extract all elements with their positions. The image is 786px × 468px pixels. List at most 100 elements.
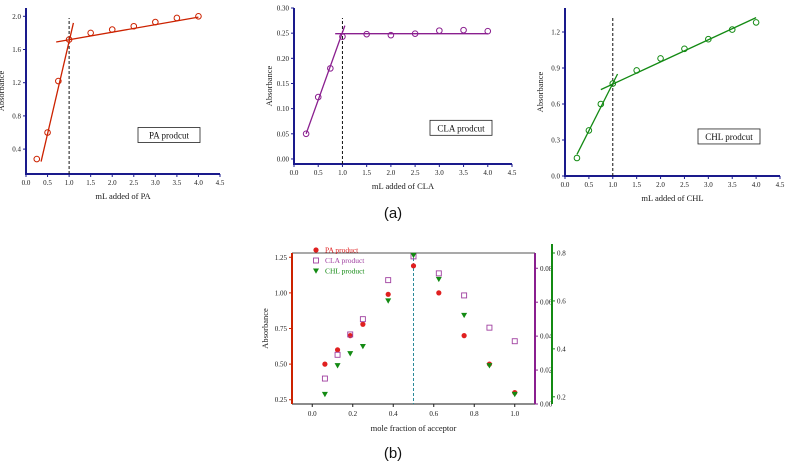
data-point [173,14,181,22]
data-point [195,12,202,20]
right1-tick-label: 0.08 [540,265,553,273]
right1-tick-label: 0.06 [540,299,553,307]
data-point [152,18,159,26]
legend-entry: CLA product [325,256,365,265]
data-point [385,277,392,284]
x-tick-label: 3.0 [151,179,160,187]
data-point [573,154,581,162]
x-tick-label: 4.0 [483,169,492,177]
data-point [339,33,346,40]
x-tick-label: 1.5 [632,181,641,189]
x-tick-label: 1.5 [362,169,371,177]
data-point [410,252,417,259]
right2-tick-label: 0.8 [557,250,566,258]
x-tick-label: 3.5 [459,169,468,177]
panel-label-a: (a) [384,205,402,222]
x-tick-label: 3.0 [704,181,713,189]
data-point [633,67,640,74]
data-point [347,333,353,339]
y-tick-label: 1.2 [551,29,560,37]
y-tick-label: 0.8 [12,112,21,120]
panel-cla-titration: 0.0 0.5 1.0 1.5 2.0 2.5 3.0 3.5 4.0 4.5 0.00 0.05 0.… [264,5,517,192]
x-tick-label: 1.0 [65,179,74,187]
left-tick-label: 0.50 [275,361,288,369]
x-tick-label: 1.5 [86,179,95,187]
y-tick-label: 0.05 [277,130,290,138]
data-point [360,321,366,327]
data-point [410,263,417,269]
right1-tick-label: 0.02 [540,367,553,375]
data-point [327,65,334,72]
data-point [108,26,116,33]
data-point [461,333,467,339]
data-point [302,130,310,138]
x-tick-label: 0.8 [470,410,479,418]
product-label: CLA prodcut [437,123,485,133]
data-point [486,324,493,331]
product-label: PA prodcut [149,131,189,141]
x-tick-label: 0.5 [585,181,594,189]
x-tick-label: 2.0 [656,181,665,189]
data-point [347,331,354,338]
y-tick-label: 0.20 [277,55,290,63]
panel-chl-titration: 0.0 0.5 1.0 1.5 2.0 2.5 3.0 3.5 4.0 4.5 0.0 0.3 0.6 0… [535,8,785,203]
data-point [87,29,94,37]
right2-tick-label: 0.6 [557,297,566,305]
data-point [511,338,518,345]
data-point [460,26,467,34]
y-tick-label: 0.30 [277,5,290,13]
x-tick-label: 2.5 [680,181,689,189]
data-point [435,276,442,283]
x-axis-title: mole fraction of acceptor [371,423,457,433]
x-axis-title: mL added of PA [95,191,151,201]
right2-tick-label: 0.2 [557,393,566,401]
data-point [313,268,319,274]
data-point [461,292,468,299]
data-point [313,247,319,253]
x-tick-label: 2.5 [129,179,138,187]
data-point [321,375,328,382]
left-tick-label: 0.25 [275,396,288,404]
data-point [484,27,492,35]
data-point [363,30,370,38]
data-point [657,55,664,62]
x-tick-label: 0.6 [429,410,438,418]
fit-line [40,22,75,162]
x-tick-label: 0.5 [314,169,323,177]
x-tick-label: 2.0 [108,179,117,187]
y-tick-label: 0.4 [12,146,21,154]
data-point [511,391,518,398]
y-axis-title: Absorbance [0,70,6,111]
legend-entry: PA product [325,246,359,255]
data-point [55,77,62,85]
fit-line [576,73,619,155]
x-tick-label: 4.0 [752,181,761,189]
left-tick-label: 0.75 [275,325,288,333]
left-tick-label: 1.00 [275,289,288,297]
x-tick-label: 0.5 [43,179,52,187]
data-point [33,155,41,163]
right1-tick-label: 0.00 [540,401,553,409]
data-point [681,45,688,53]
data-point [130,22,138,30]
x-axis-title: mL added of CHL [641,193,703,203]
data-point [728,26,736,33]
left-tick-label: 1.25 [275,254,288,262]
fit-line [56,16,199,43]
data-point [585,127,593,134]
y-tick-label: 1.2 [12,79,21,87]
right1-tick-label: 0.04 [540,333,553,341]
data-point [359,343,366,350]
x-tick-label: 3.0 [435,169,444,177]
data-point [752,19,760,26]
y-tick-label: 0.0 [551,173,560,181]
legend-entry: CHL product [325,267,365,276]
data-point [313,257,319,264]
x-tick-label: 2.0 [387,169,396,177]
data-point [44,129,51,136]
data-point [597,100,605,108]
x-tick-label: 1.0 [608,181,617,189]
x-tick-label: 1.0 [510,410,519,418]
product-label: CHL prodcut [705,132,753,142]
